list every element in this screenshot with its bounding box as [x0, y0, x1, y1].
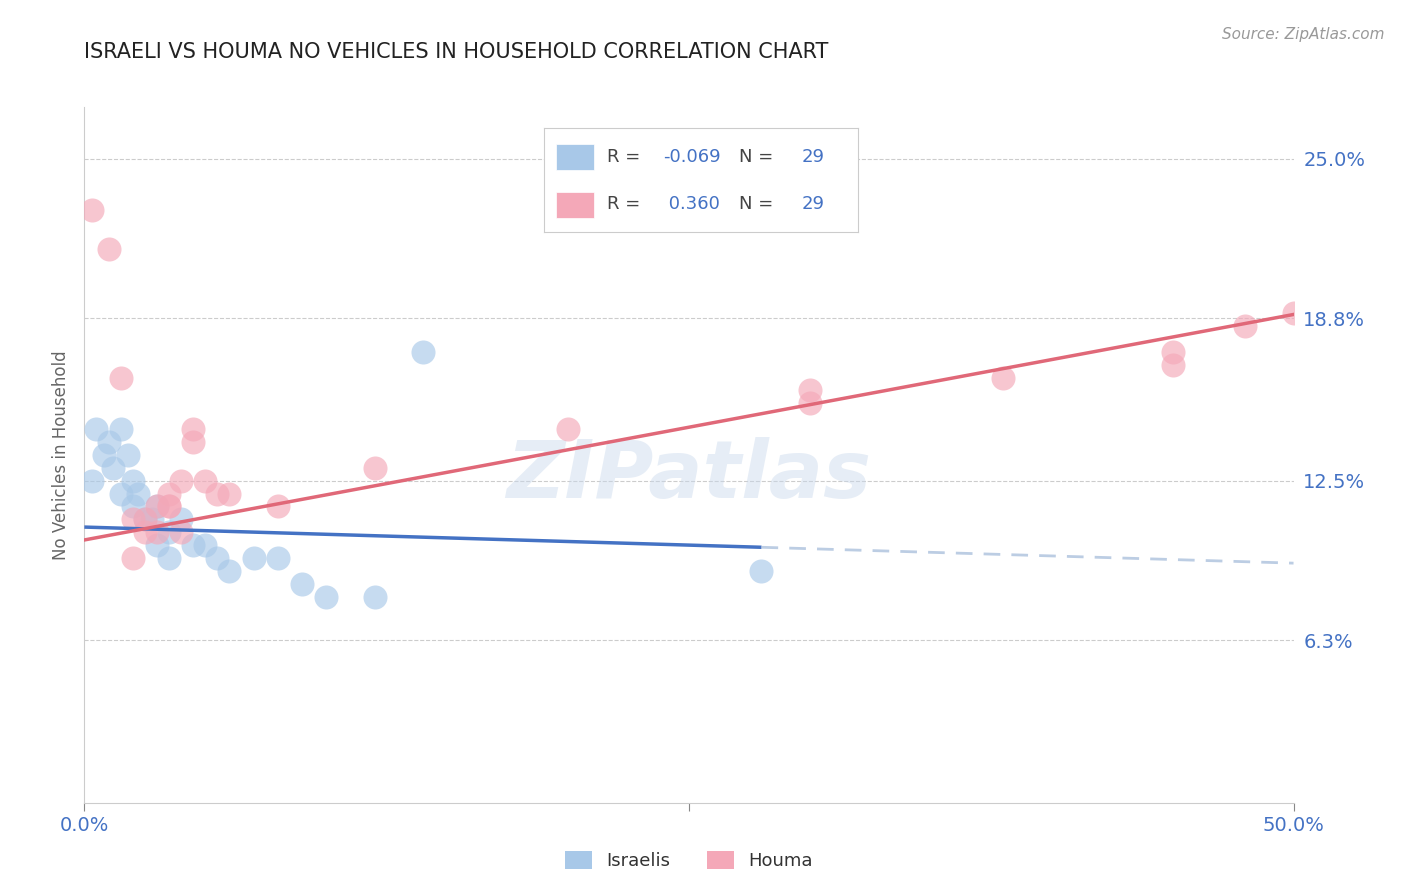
- Point: [86, 422, 108, 436]
- Point: [110, 370, 132, 384]
- Point: [157, 486, 180, 500]
- Point: [121, 500, 143, 514]
- Text: ZIPatlas: ZIPatlas: [506, 437, 872, 515]
- Point: [242, 551, 264, 566]
- Point: [1234, 319, 1257, 334]
- Point: [146, 500, 169, 514]
- Point: [157, 500, 180, 514]
- Text: Source: ZipAtlas.com: Source: ZipAtlas.com: [1222, 27, 1385, 42]
- Point: [218, 564, 240, 578]
- Point: [134, 525, 156, 540]
- Point: [127, 486, 149, 500]
- Y-axis label: No Vehicles in Household: No Vehicles in Household: [52, 350, 70, 560]
- Point: [134, 512, 156, 526]
- Point: [799, 384, 821, 398]
- Point: [170, 525, 193, 540]
- Point: [412, 344, 434, 359]
- Point: [121, 551, 143, 566]
- Point: [97, 435, 120, 450]
- Point: [97, 242, 120, 256]
- Point: [315, 590, 337, 604]
- Point: [103, 460, 125, 475]
- Text: ISRAELI VS HOUMA NO VEHICLES IN HOUSEHOLD CORRELATION CHART: ISRAELI VS HOUMA NO VEHICLES IN HOUSEHOL…: [84, 43, 828, 62]
- Point: [110, 422, 132, 436]
- Point: [557, 422, 579, 436]
- Point: [181, 538, 204, 552]
- Point: [1161, 344, 1184, 359]
- Point: [218, 486, 240, 500]
- Point: [146, 538, 169, 552]
- Point: [363, 590, 385, 604]
- Point: [291, 576, 314, 591]
- Point: [207, 551, 229, 566]
- Point: [181, 435, 204, 450]
- Point: [146, 500, 169, 514]
- Point: [170, 512, 193, 526]
- Point: [1161, 358, 1184, 372]
- Point: [170, 474, 193, 488]
- Point: [121, 474, 143, 488]
- Point: [110, 486, 132, 500]
- Point: [267, 551, 290, 566]
- Point: [134, 512, 156, 526]
- Point: [799, 396, 821, 410]
- Point: [157, 500, 180, 514]
- Point: [141, 512, 163, 526]
- Point: [1282, 306, 1305, 320]
- Point: [80, 203, 103, 218]
- Point: [80, 474, 103, 488]
- Point: [194, 474, 217, 488]
- Point: [93, 448, 115, 462]
- Point: [194, 538, 217, 552]
- Point: [267, 500, 290, 514]
- Point: [751, 564, 773, 578]
- Point: [207, 486, 229, 500]
- Legend: Israelis, Houma: Israelis, Houma: [558, 844, 820, 877]
- Point: [157, 551, 180, 566]
- Point: [363, 460, 385, 475]
- Point: [993, 370, 1015, 384]
- Point: [181, 422, 204, 436]
- Point: [117, 448, 139, 462]
- Point: [146, 525, 169, 540]
- Point: [121, 512, 143, 526]
- Point: [157, 525, 180, 540]
